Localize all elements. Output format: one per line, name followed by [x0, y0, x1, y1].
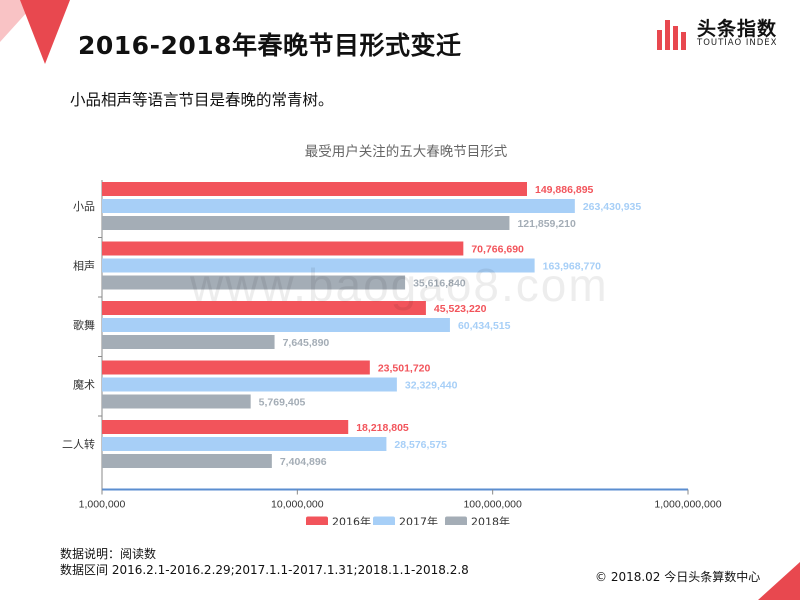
- data-label: 70,766,690: [471, 244, 524, 256]
- data-label: 163,968,770: [543, 261, 602, 273]
- data-label: 7,645,890: [283, 337, 330, 349]
- bar: [102, 437, 387, 451]
- data-label: 60,434,515: [458, 320, 511, 332]
- data-range-label: 数据区间 2016.2.1-2016.2.29;2017.1.1-2017.1.…: [60, 563, 469, 577]
- legend-swatch: [445, 516, 467, 525]
- legend-label: 2018年: [471, 515, 510, 526]
- x-tick-label: 10,000,000: [271, 499, 324, 511]
- data-label: 18,218,805: [356, 422, 409, 434]
- bar: [102, 275, 406, 290]
- bar: [102, 318, 450, 332]
- corner-decoration-top-left: [0, 0, 70, 64]
- legend-label: 2017年: [399, 515, 438, 526]
- data-label: 149,886,895: [535, 184, 594, 196]
- data-label: 35,616,840: [413, 278, 466, 290]
- logo: 头条指数 TOUTIAO INDEX: [655, 14, 795, 54]
- legend-swatch: [373, 516, 395, 525]
- corner-decoration-bottom-right: [758, 562, 800, 600]
- data-label: 5,769,405: [259, 397, 306, 409]
- bar: [102, 454, 272, 468]
- category-label: 魔术: [73, 378, 95, 392]
- category-label: 二人转: [62, 437, 95, 451]
- legend-swatch: [306, 516, 328, 525]
- data-label: 7,404,896: [280, 456, 327, 468]
- data-label: 23,501,720: [378, 363, 431, 375]
- data-label: 263,430,935: [583, 201, 642, 213]
- bar: [102, 301, 426, 315]
- logo-name-en: TOUTIAO INDEX: [697, 38, 778, 48]
- bar: [102, 360, 370, 375]
- data-label: 121,859,210: [517, 218, 576, 230]
- bar: [102, 394, 251, 409]
- x-tick-label: 1,000,000: [79, 499, 126, 511]
- bar: [102, 420, 349, 434]
- data-label: 32,329,440: [405, 380, 458, 392]
- legend-label: 2016年: [332, 515, 371, 526]
- bar: [102, 258, 535, 273]
- data-label: 28,576,575: [394, 439, 447, 451]
- copyright: © 2018.02 今日头条算数中心: [595, 570, 761, 584]
- x-tick-label: 1,000,000,000: [654, 499, 721, 511]
- bar: [102, 182, 527, 196]
- data-label: 45,523,220: [434, 303, 487, 315]
- bar: [102, 199, 575, 213]
- bar: [102, 377, 397, 392]
- logo-name-cn: 头条指数: [697, 18, 778, 40]
- bar: [102, 241, 464, 256]
- page-title: 2016-2018年春晚节目形式变迁: [78, 31, 462, 60]
- logo-bars-icon: [657, 20, 686, 50]
- bar: [102, 216, 510, 230]
- chart-title: 最受用户关注的五大春晚节目形式: [305, 143, 508, 160]
- data-note-label: 数据说明：阅读数: [60, 547, 157, 561]
- data-notes: 数据说明：阅读数 数据区间 2016.2.1-2016.2.29;2017.1.…: [60, 546, 469, 578]
- category-label: 相声: [73, 259, 95, 273]
- bar: [102, 335, 275, 349]
- category-label: 小品: [73, 200, 95, 213]
- category-label: 歌舞: [73, 318, 95, 332]
- x-tick-label: 100,000,000: [463, 499, 522, 511]
- page-subtitle: 小品相声等语言节目是春晚的常青树。: [70, 91, 334, 109]
